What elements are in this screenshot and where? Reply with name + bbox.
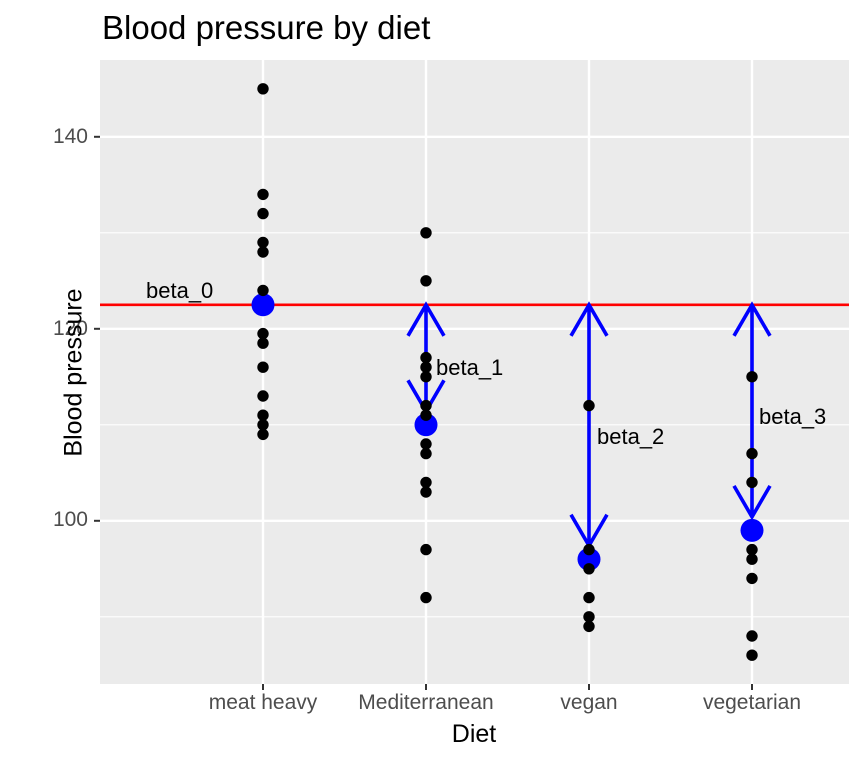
data-point [420, 447, 432, 460]
data-point [257, 83, 269, 95]
data-point [257, 337, 269, 349]
data-point [257, 236, 269, 249]
x-tick-label-meat-heavy: meat heavy [208, 691, 318, 714]
data-point [746, 630, 758, 642]
x-axis-title: Diet [451, 720, 497, 748]
data-point [420, 438, 432, 450]
data-point [420, 399, 432, 412]
data-point [583, 563, 595, 575]
data-point [420, 371, 432, 383]
data-point [746, 649, 758, 661]
plot-panel [100, 60, 849, 684]
data-point [583, 620, 595, 633]
y-tick-label-100: 100 [52, 508, 88, 531]
data-point [420, 591, 432, 604]
mean-point-vegetarian [740, 518, 764, 542]
data-point [420, 409, 432, 421]
data-point [257, 361, 269, 373]
data-point [746, 572, 758, 585]
data-point [257, 246, 269, 258]
y-tick-label-120: 120 [52, 317, 88, 340]
data-point [257, 327, 269, 340]
data-point [257, 390, 269, 402]
data-point [746, 447, 758, 460]
data-point [420, 275, 432, 287]
data-point [420, 227, 432, 239]
mean-point-Mediterranean [414, 413, 438, 437]
annotation-beta-3: beta_3 [759, 404, 827, 429]
data-point [257, 284, 269, 297]
data-point [257, 207, 269, 220]
y-tick-label-140: 140 [52, 125, 88, 148]
mean-point-vegan [577, 547, 601, 571]
data-point [420, 543, 432, 556]
data-point [583, 543, 595, 556]
data-point [583, 611, 595, 623]
data-point [420, 486, 432, 498]
annotation-beta-2: beta_2 [597, 424, 665, 449]
data-point [420, 351, 432, 364]
data-point [257, 409, 269, 421]
data-point [746, 553, 758, 565]
mean-point-meat-heavy [251, 293, 275, 317]
y-axis-title: Blood pressure [59, 288, 88, 457]
data-point [746, 476, 758, 489]
x-tick-label-mediterranean: Mediterranean [358, 691, 494, 714]
annotation-beta-0: beta_0 [146, 278, 214, 303]
data-point [583, 591, 595, 604]
data-point [746, 543, 758, 556]
data-point [257, 188, 269, 201]
data-point [420, 476, 432, 489]
annotation-beta-1: beta_1 [436, 355, 504, 380]
data-point [257, 419, 269, 431]
data-point [257, 428, 269, 441]
data-point [746, 371, 758, 383]
data-point [420, 361, 432, 373]
plot-title: Blood pressure by diet [102, 9, 431, 46]
x-tick-label-vegetarian: vegetarian [702, 691, 802, 714]
x-tick-label-vegan: vegan [560, 691, 618, 714]
data-point [583, 399, 595, 412]
